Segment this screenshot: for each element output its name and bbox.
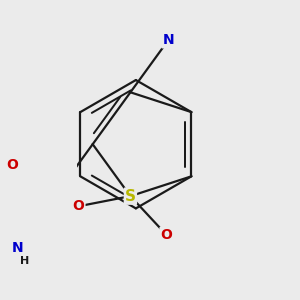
Text: O: O <box>160 228 172 242</box>
Text: O: O <box>6 158 18 172</box>
Text: H: H <box>20 256 29 266</box>
Text: S: S <box>125 189 136 204</box>
Text: N: N <box>162 33 174 47</box>
Text: O: O <box>73 199 85 213</box>
Text: N: N <box>11 241 23 255</box>
